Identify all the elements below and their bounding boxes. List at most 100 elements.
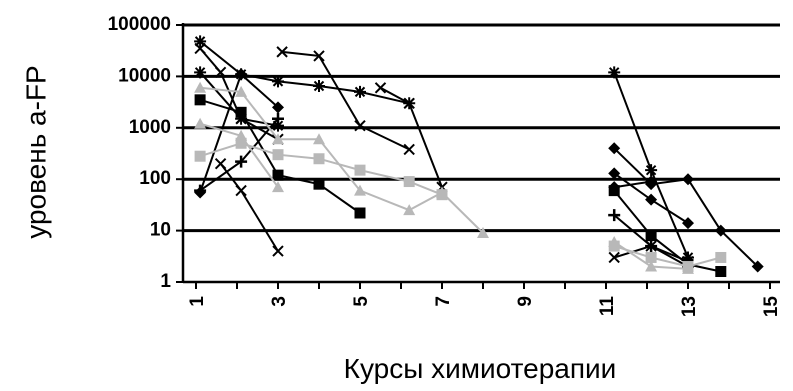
series-group: [194, 35, 764, 278]
series-line: [614, 180, 652, 189]
data-point: [608, 185, 620, 197]
data-point: [313, 178, 325, 190]
series-line: [613, 147, 759, 268]
data-point: [608, 167, 621, 180]
data-point: [608, 142, 621, 155]
y-tick-label: 1: [160, 271, 171, 292]
data-point: [272, 112, 284, 125]
y-tick-label: 10: [150, 220, 171, 241]
x-tick-label: 1: [187, 296, 208, 307]
data-point: [403, 97, 415, 109]
data-point: [682, 173, 694, 186]
data-point: [235, 137, 247, 149]
data-point: [608, 209, 621, 222]
data-point: [715, 266, 727, 278]
data-point: [608, 66, 621, 79]
data-point: [751, 260, 764, 273]
data-point: [354, 119, 366, 132]
data-point: [272, 245, 284, 257]
x-tick-label: 13: [679, 296, 700, 317]
series-line: [200, 86, 484, 234]
data-series: [194, 117, 284, 193]
data-point: [645, 175, 658, 188]
data-point: [235, 85, 248, 97]
data-point: [436, 186, 448, 198]
x-tick-label: 5: [351, 296, 372, 307]
data-point: [608, 251, 620, 264]
data-point: [276, 46, 288, 58]
x-tick-label: 15: [761, 296, 782, 318]
data-point: [313, 80, 325, 93]
data-point: [354, 207, 366, 219]
y-tick-label: 100000: [108, 14, 171, 35]
data-point: [214, 66, 227, 79]
y-tick-label: 10000: [118, 65, 171, 86]
data-point: [272, 149, 284, 161]
data-series: [276, 46, 415, 156]
data-series: [214, 158, 284, 257]
data-point: [645, 164, 658, 177]
data-point: [645, 240, 657, 252]
x-tick-label: 9: [515, 296, 536, 307]
x-tick-label: 11: [597, 296, 618, 317]
gridlines: [183, 23, 780, 233]
data-point: [235, 106, 247, 118]
data-point: [354, 85, 366, 98]
axes: [176, 23, 780, 289]
data-point: [272, 101, 284, 114]
data-series: [194, 94, 366, 219]
data-point: [374, 82, 387, 94]
data-point: [313, 50, 325, 62]
data-point: [313, 133, 325, 145]
data-point: [235, 68, 248, 81]
y-tick-label: 1000: [129, 117, 171, 138]
data-point: [235, 155, 248, 168]
data-point: [608, 236, 621, 248]
data-series: [194, 137, 448, 201]
x-axis-title: Курсы химиотерапии: [344, 353, 617, 384]
data-point: [194, 35, 207, 48]
series-line: [613, 189, 722, 273]
data-point: [682, 262, 694, 274]
data-point: [354, 184, 366, 196]
y-tick-labels: 1 10 100 1000 10000 100000: [108, 14, 172, 292]
data-point: [313, 153, 325, 165]
data-series: [194, 112, 284, 197]
y-tick-label: 100: [139, 168, 171, 189]
data-point: [272, 133, 284, 145]
data-point: [194, 117, 207, 129]
data-point: [354, 164, 366, 176]
series-line: [199, 47, 279, 141]
data-series: [608, 236, 694, 274]
x-tick-labels: 1 3 5 7 9 11 13 15: [187, 296, 782, 318]
y-axis-title: уровень a-FP: [20, 65, 51, 238]
data-point: [682, 251, 694, 264]
series-line: [613, 245, 722, 268]
data-point: [272, 169, 284, 181]
data-point: [714, 224, 727, 237]
data-point: [214, 158, 227, 170]
data-point: [194, 66, 207, 79]
data-series: [608, 142, 764, 273]
data-series: [194, 35, 416, 110]
data-point: [235, 184, 247, 197]
series-line: [281, 50, 410, 151]
data-point: [194, 150, 206, 162]
data-point: [715, 251, 727, 263]
data-series: [194, 81, 489, 238]
data-series: [608, 167, 694, 230]
data-point: [194, 184, 207, 197]
data-point: [235, 129, 248, 141]
data-point: [235, 112, 248, 125]
data-point: [645, 193, 658, 206]
data-point: [272, 119, 284, 132]
data-point: [272, 75, 284, 88]
data-point: [403, 176, 415, 188]
data-point: [645, 230, 657, 242]
data-point: [645, 251, 657, 263]
data-point: [403, 143, 415, 156]
data-series: [608, 66, 694, 264]
data-point: [645, 260, 658, 272]
data-point: [403, 204, 416, 216]
